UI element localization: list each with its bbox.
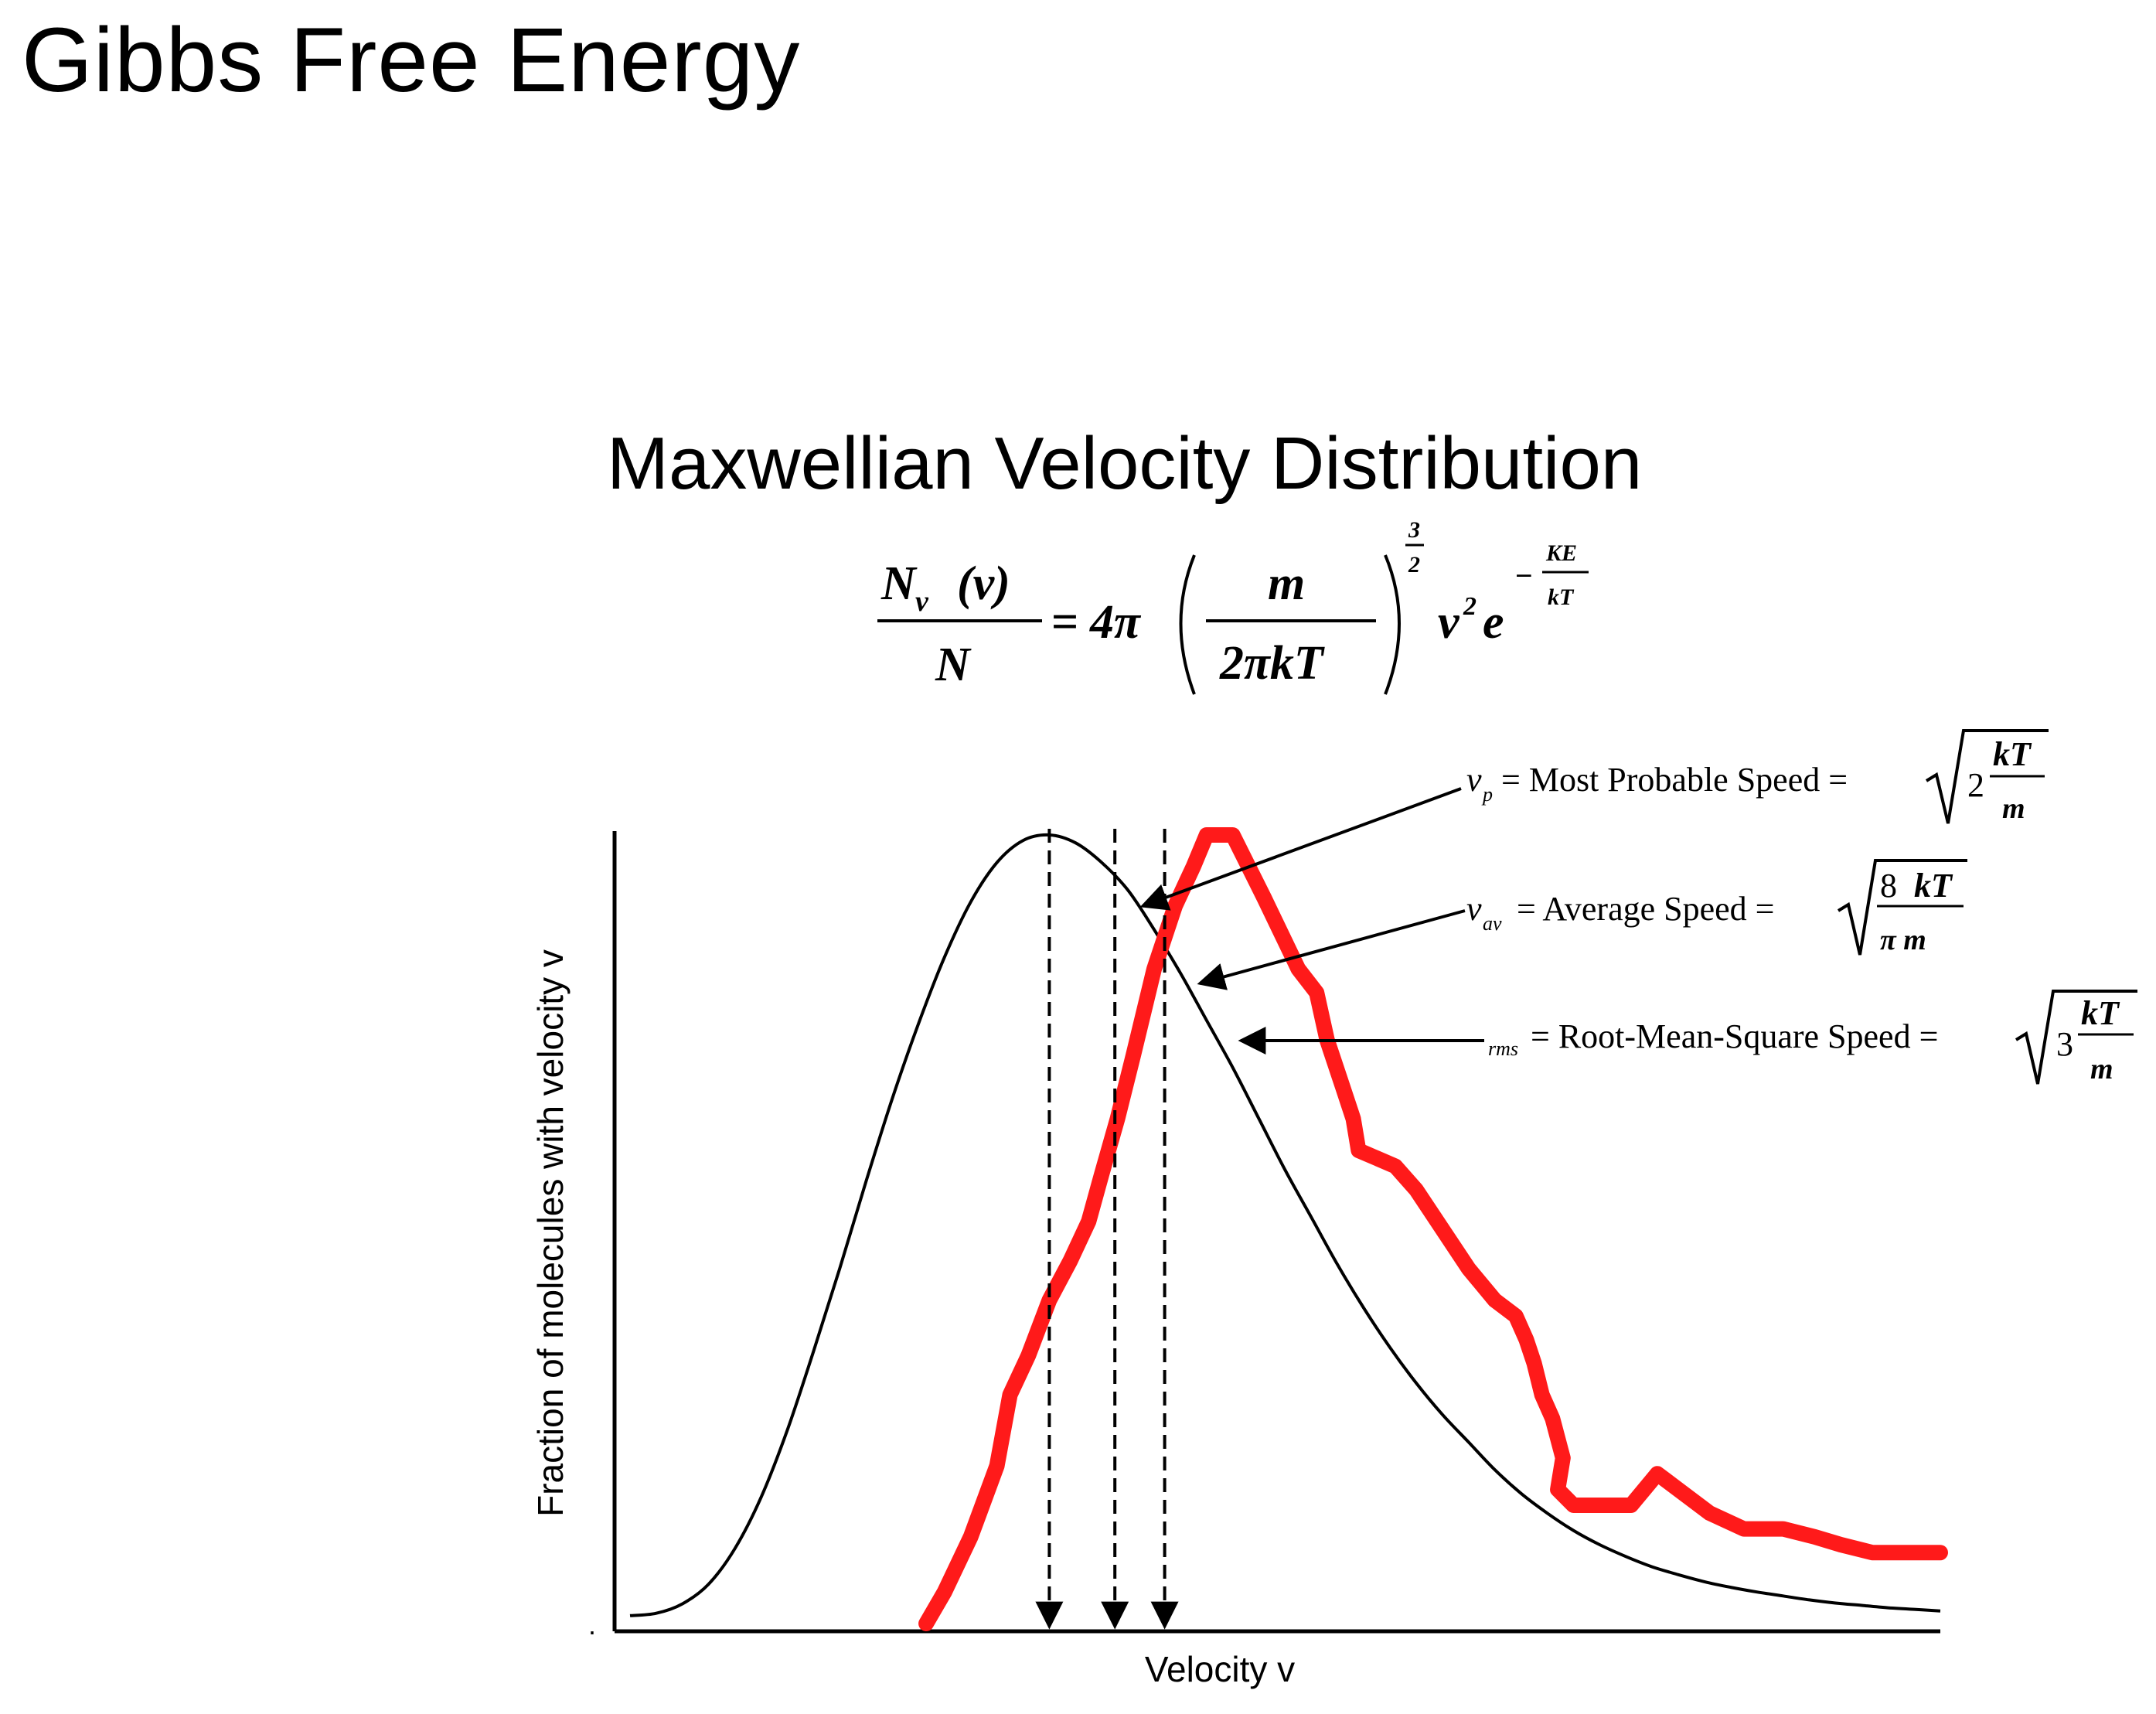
- formula-equals: =: [1051, 596, 1078, 649]
- series-line-maxwell: [629, 833, 1941, 1617]
- annotation-vrms-label: = Root-Mean-Square Speed =: [1531, 1017, 1938, 1055]
- formula-exp-minus: −: [1515, 558, 1533, 593]
- annotation-vav-symbol: v: [1466, 890, 1482, 928]
- annotation-average: v av = Average Speed = 8 kT π m: [1466, 859, 1967, 956]
- formula-velocity-power: 2: [1463, 592, 1477, 621]
- series-line-red: [918, 827, 1948, 1631]
- chart-title: Maxwellian Velocity Distribution: [607, 422, 1643, 505]
- annotation-vrms-coef: 3: [2056, 1025, 2073, 1063]
- annotation-vav-subscript: av: [1483, 912, 1502, 935]
- formula-exp-denominator: kT: [1548, 584, 1575, 610]
- annotation-vav-num: kT: [1914, 867, 1953, 905]
- annotation-vp-label: = Most Probable Speed =: [1501, 761, 1848, 799]
- annotation-vav-coef: 8: [1880, 867, 1897, 905]
- formula-fraction-denominator: 2πkT: [1219, 637, 1325, 690]
- annotation-arrow-most-probable: [1139, 787, 1462, 911]
- annotation-most-probable: v p = Most Probable Speed = 2 kT m: [1466, 729, 2049, 825]
- formula-left-paren: [1179, 554, 1196, 695]
- annotation-arrow-average: [1197, 909, 1466, 990]
- annotation-vp-sqrt: [1925, 729, 2049, 824]
- slide-title: Gibbs Free Energy: [22, 9, 801, 111]
- annotation-vrms-num: kT: [2081, 994, 2120, 1032]
- annotation-vav-den: π m: [1880, 924, 1926, 956]
- annotation-vp-symbol: v: [1466, 761, 1482, 799]
- origin-tick: ·: [588, 1615, 597, 1647]
- annotation-vav-label: = Average Speed =: [1517, 890, 1774, 928]
- annotation-vp-den: m: [2002, 792, 2025, 825]
- y-axis-label: Fraction of molecules with velocity v: [530, 949, 571, 1517]
- formula-lhs-numerator: N: [880, 557, 918, 610]
- formula-fraction-numerator: m: [1268, 557, 1305, 610]
- annotation-vav-sqrt: [1837, 859, 1967, 956]
- annotation-vrms-subscript: rms: [1488, 1038, 1518, 1060]
- annotation-vrms-den: m: [2090, 1053, 2113, 1085]
- formula-lhs-argument: (v): [957, 557, 1010, 610]
- annotation-vp-subscript: p: [1481, 783, 1493, 806]
- formula-e: e: [1483, 596, 1504, 649]
- formula-exponent-numerator: 3: [1408, 517, 1420, 543]
- annotation-vp-coef: 2: [1967, 766, 1984, 804]
- maxwell-formula: N v (v) N = 4π m 2πkT 3 2 v 2 e − KE kT: [877, 517, 1589, 695]
- annotation-rms: rms = Root-Mean-Square Speed = 3 kT m: [1488, 990, 2137, 1085]
- x-axis-label: Velocity v: [1145, 1649, 1295, 1689]
- annotation-vp-num: kT: [1993, 735, 2032, 773]
- formula-velocity: v: [1438, 596, 1460, 649]
- formula-lhs-denominator: N: [935, 639, 972, 691]
- formula-lhs-subscript: v: [915, 585, 929, 618]
- formula-coefficient: 4π: [1089, 596, 1142, 649]
- annotation-vrms-sqrt: [2015, 990, 2137, 1085]
- formula-right-paren: [1384, 554, 1401, 695]
- formula-exponent-denominator: 2: [1408, 552, 1420, 578]
- formula-exp-numerator: KE: [1545, 540, 1577, 566]
